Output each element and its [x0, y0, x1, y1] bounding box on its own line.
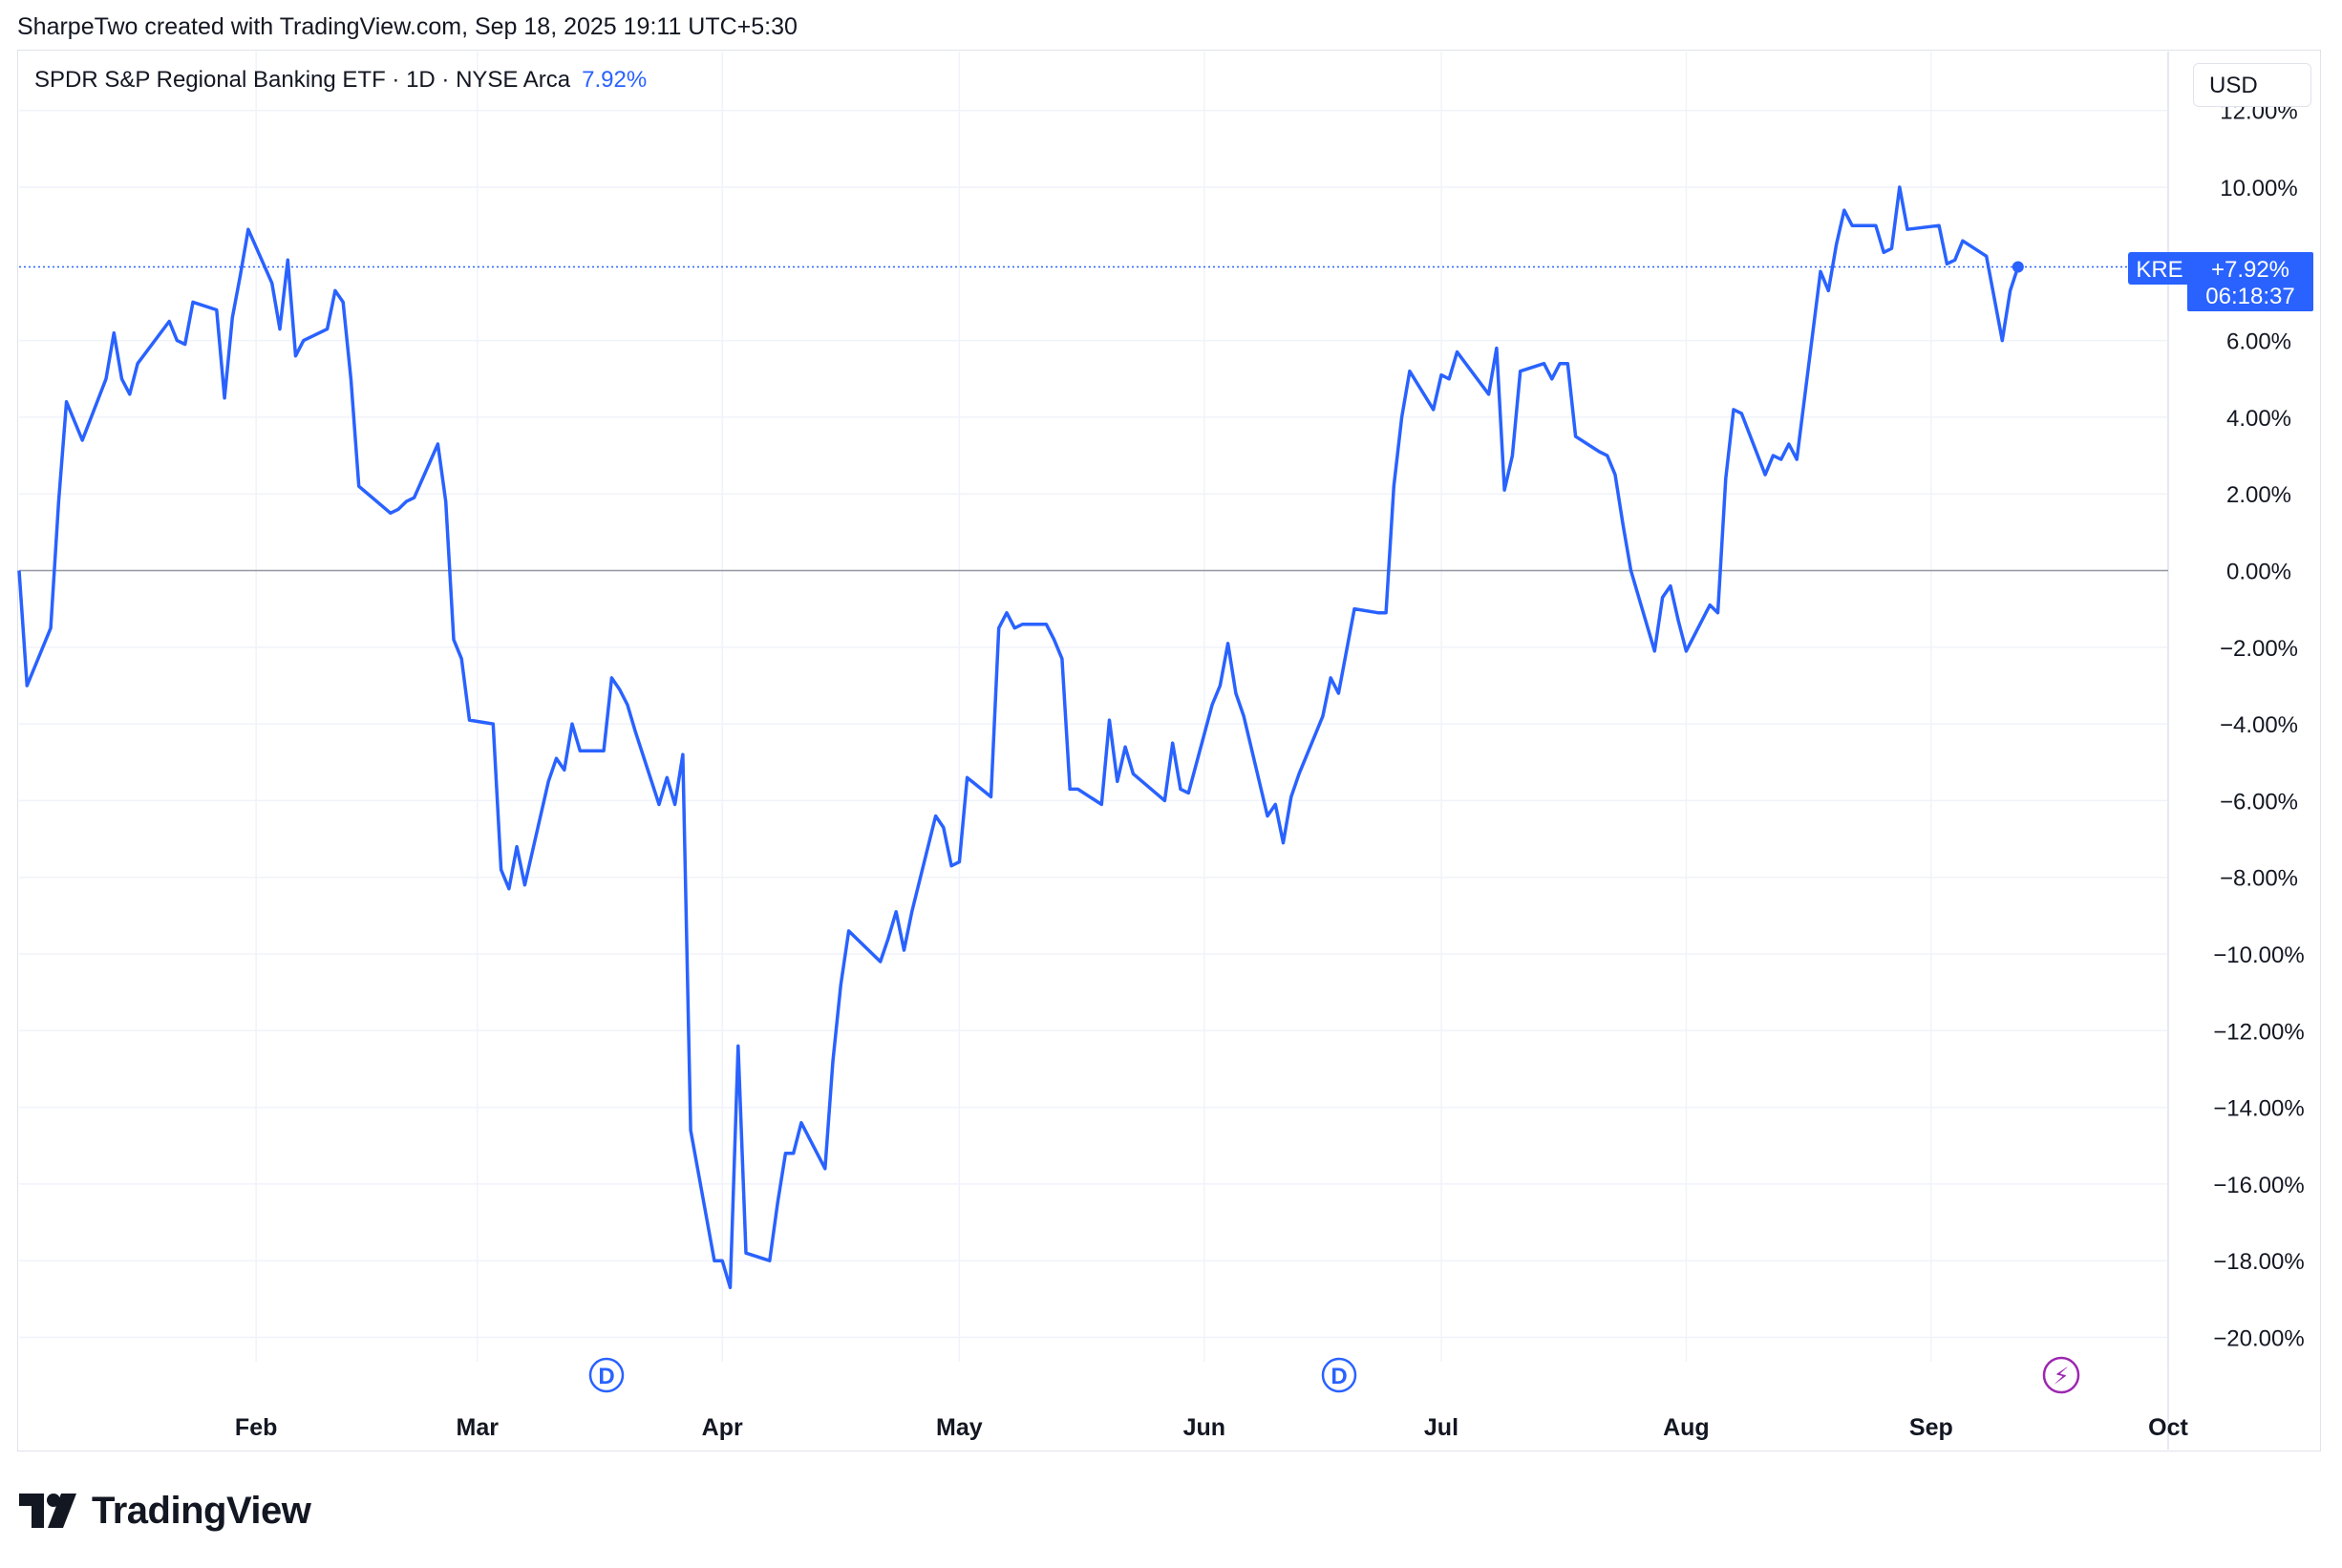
lightning-icon: ⚡ — [2054, 1364, 2070, 1389]
x-tick-label: May — [936, 1414, 983, 1441]
legend-title: SPDR S&P Regional Banking ETF · 1D · NYS… — [34, 67, 571, 93]
y-tick-label: 4.00% — [2226, 406, 2291, 432]
x-axis-ticks: Feb Mar Apr May Jun Jul Aug Sep Oct — [235, 1414, 2189, 1441]
y-tick-label: −12.00% — [2213, 1019, 2304, 1045]
y-tick-label: 2.00% — [2226, 482, 2291, 508]
x-tick-label: Jun — [1183, 1414, 1225, 1441]
price-label: KRE +7.92% 06:18:37 — [2128, 252, 2313, 311]
event-marker[interactable]: ⚡ — [2042, 1356, 2080, 1394]
currency-button[interactable]: USD — [2193, 63, 2311, 107]
price-label-symbol: KRE — [2136, 257, 2182, 283]
x-tick-label: Mar — [457, 1414, 500, 1441]
dividend-marker-1[interactable]: D — [588, 1357, 625, 1393]
x-tick-label: Sep — [1909, 1414, 1953, 1441]
last-point — [2012, 261, 2024, 273]
chart-caption: SharpeTwo created with TradingView.com, … — [17, 13, 798, 40]
x-tick-label: Jul — [1424, 1414, 1458, 1441]
x-tick-label: Feb — [235, 1414, 277, 1441]
tradingview-logo[interactable]: TradingView — [19, 1489, 311, 1532]
y-tick-label: 6.00% — [2226, 329, 2291, 355]
x-tick-label: Aug — [1663, 1414, 1710, 1441]
y-tick-label: −14.00% — [2213, 1096, 2304, 1122]
y-tick-label: 0.00% — [2226, 560, 2291, 585]
chart-frame — [17, 50, 2321, 1451]
x-tick-label: Apr — [702, 1414, 743, 1441]
y-tick-label: 10.00% — [2220, 176, 2297, 201]
y-tick-label: −4.00% — [2220, 712, 2298, 738]
tradingview-wordmark: TradingView — [92, 1489, 311, 1532]
grid-layer — [19, 52, 2169, 1362]
dividend-marker-2[interactable]: D — [1321, 1357, 1357, 1393]
price-label-countdown: 06:18:37 — [2205, 284, 2294, 309]
price-label-value: +7.92% — [2211, 257, 2289, 283]
dividend-marker-1-letter: D — [598, 1364, 614, 1389]
y-axis-ticks: 12.00%10.00%6.00%4.00%2.00%0.00%−2.00%−4… — [2213, 99, 2304, 1352]
y-tick-label: −10.00% — [2213, 943, 2304, 968]
y-tick-label: −8.00% — [2220, 866, 2298, 892]
y-tick-label: −20.00% — [2213, 1326, 2304, 1352]
x-tick-label: Oct — [2148, 1414, 2188, 1441]
y-tick-label: −2.00% — [2220, 636, 2298, 662]
tradingview-logo-icon — [19, 1494, 76, 1528]
y-tick-label: −6.00% — [2220, 789, 2298, 815]
chart-legend[interactable]: SPDR S&P Regional Banking ETF · 1D · NYS… — [34, 67, 647, 94]
dividend-marker-2-letter: D — [1331, 1364, 1347, 1389]
y-tick-label: −18.00% — [2213, 1249, 2304, 1275]
legend-change: 7.92% — [582, 67, 648, 93]
y-tick-label: −16.00% — [2213, 1173, 2304, 1198]
series-line — [17, 185, 2020, 1290]
